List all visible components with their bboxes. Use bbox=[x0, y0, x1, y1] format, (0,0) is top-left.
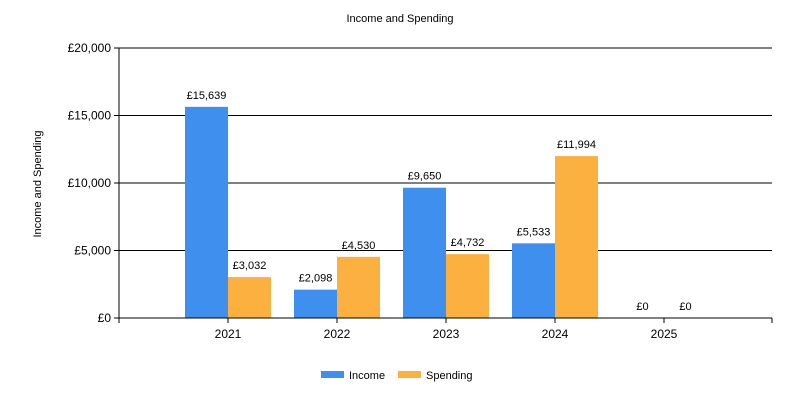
data-label-income-2022: £2,098 bbox=[299, 273, 333, 285]
bar-income-2021 bbox=[185, 106, 228, 318]
legend-swatch-spending bbox=[398, 371, 421, 378]
legend-label-income: Income bbox=[349, 370, 385, 382]
legend-label-spending: Spending bbox=[426, 370, 473, 382]
y-tick-label: £0 bbox=[98, 311, 112, 325]
y-tick-label: £5,000 bbox=[74, 244, 111, 258]
bar-spending-2022 bbox=[337, 256, 380, 318]
data-label-income-2024: £5,533 bbox=[517, 226, 551, 238]
data-labels: £15,639 £3,032 £2,098 £4,530 £9,650 £4,732 £5,… bbox=[187, 90, 692, 313]
bar-spending-2024 bbox=[555, 156, 598, 318]
data-label-income-2025: £0 bbox=[636, 301, 648, 313]
x-tick-label: 2024 bbox=[542, 327, 569, 341]
data-label-income-2021: £15,639 bbox=[187, 90, 227, 102]
legend: Income Spending bbox=[321, 370, 473, 382]
x-axis-ticks: 2021 2022 2023 2024 2025 bbox=[118, 318, 773, 341]
data-label-spending-2022: £4,530 bbox=[342, 240, 376, 252]
chart-title: Income and Spending bbox=[346, 13, 453, 25]
x-tick-label: 2022 bbox=[324, 327, 351, 341]
x-tick-label: 2025 bbox=[651, 327, 678, 341]
bar-income-2024 bbox=[512, 243, 555, 318]
y-axis-label: Income and Spending bbox=[32, 130, 44, 237]
bars bbox=[185, 106, 598, 318]
y-tick-label: £10,000 bbox=[68, 176, 112, 190]
x-tick-label: 2023 bbox=[433, 327, 460, 341]
data-label-spending-2023: £4,732 bbox=[451, 237, 485, 249]
y-axis-ticks: £0 £5,000 £10,000 £15,000 £20,000 bbox=[68, 41, 119, 325]
legend-swatch-income bbox=[321, 371, 344, 378]
bar-income-2023 bbox=[403, 187, 446, 318]
data-label-spending-2025: £0 bbox=[679, 301, 691, 313]
y-tick-label: £15,000 bbox=[68, 109, 112, 123]
data-label-spending-2021: £3,032 bbox=[233, 260, 267, 272]
y-tick-label: £20,000 bbox=[68, 41, 112, 55]
bar-income-2022 bbox=[294, 289, 337, 318]
bar-spending-2023 bbox=[446, 254, 489, 318]
bar-spending-2021 bbox=[228, 277, 271, 318]
data-label-income-2023: £9,650 bbox=[408, 171, 442, 183]
data-label-spending-2024: £11,994 bbox=[557, 139, 596, 151]
x-tick-label: 2021 bbox=[215, 327, 242, 341]
